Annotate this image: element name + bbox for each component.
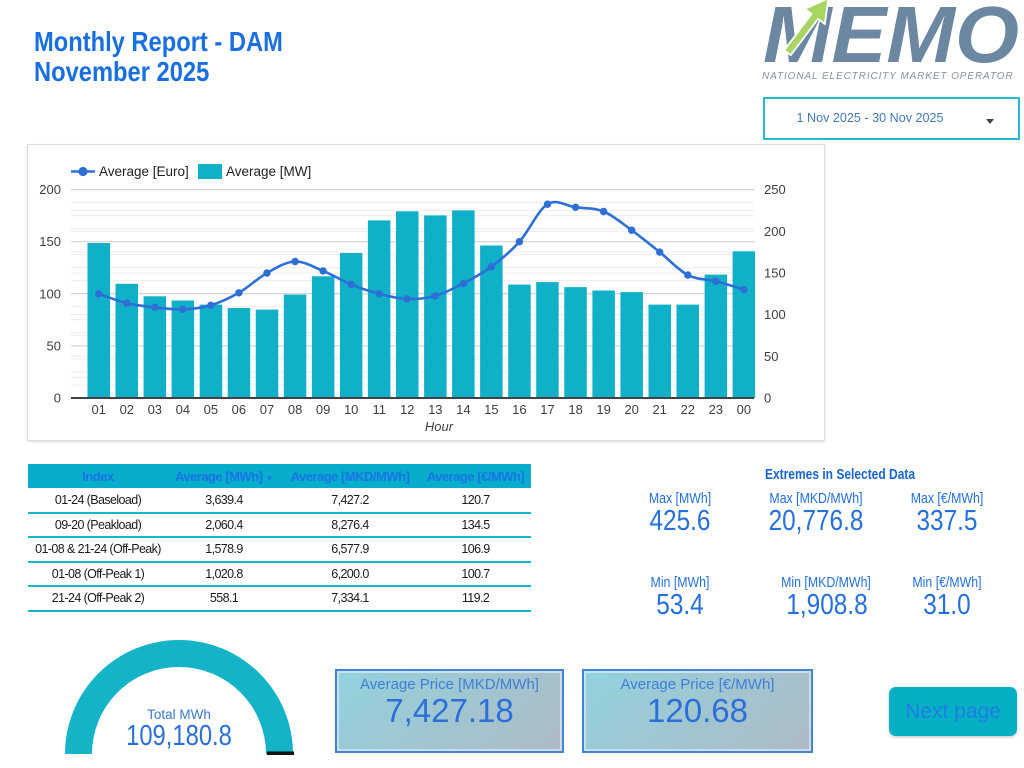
svg-text:Average [MW]: Average [MW] <box>226 164 311 179</box>
svg-text:100: 100 <box>39 286 61 301</box>
svg-text:150: 150 <box>764 266 786 281</box>
svg-text:0: 0 <box>764 391 771 406</box>
svg-text:16: 16 <box>512 402 526 417</box>
svg-text:18: 18 <box>568 402 582 417</box>
svg-text:10: 10 <box>344 402 358 417</box>
svg-text:00: 00 <box>737 402 751 417</box>
svg-text:13: 13 <box>428 402 442 417</box>
svg-text:21: 21 <box>652 402 666 417</box>
svg-text:03: 03 <box>148 402 162 417</box>
svg-text:09: 09 <box>316 402 330 417</box>
svg-text:200: 200 <box>39 182 61 197</box>
svg-text:07: 07 <box>260 402 274 417</box>
svg-text:250: 250 <box>764 182 786 197</box>
svg-text:04: 04 <box>176 402 190 417</box>
svg-text:06: 06 <box>232 402 246 417</box>
svg-text:200: 200 <box>764 224 786 239</box>
svg-text:50: 50 <box>47 338 61 353</box>
svg-text:01: 01 <box>91 402 105 417</box>
svg-text:0: 0 <box>54 391 61 406</box>
svg-text:20: 20 <box>624 402 638 417</box>
svg-text:100: 100 <box>764 307 786 322</box>
svg-text:14: 14 <box>456 402 470 417</box>
svg-text:11: 11 <box>372 402 386 417</box>
svg-text:50: 50 <box>764 349 778 364</box>
svg-text:15: 15 <box>484 402 498 417</box>
svg-text:22: 22 <box>681 402 695 417</box>
svg-text:02: 02 <box>120 402 134 417</box>
svg-text:23: 23 <box>709 402 723 417</box>
svg-text:150: 150 <box>39 234 61 249</box>
svg-text:08: 08 <box>288 402 302 417</box>
svg-text:Average [Euro]: Average [Euro] <box>99 164 189 179</box>
svg-text:17: 17 <box>540 402 554 417</box>
svg-text:19: 19 <box>596 402 610 417</box>
svg-text:Hour: Hour <box>425 419 454 434</box>
svg-text:05: 05 <box>204 402 218 417</box>
svg-text:12: 12 <box>400 402 414 417</box>
